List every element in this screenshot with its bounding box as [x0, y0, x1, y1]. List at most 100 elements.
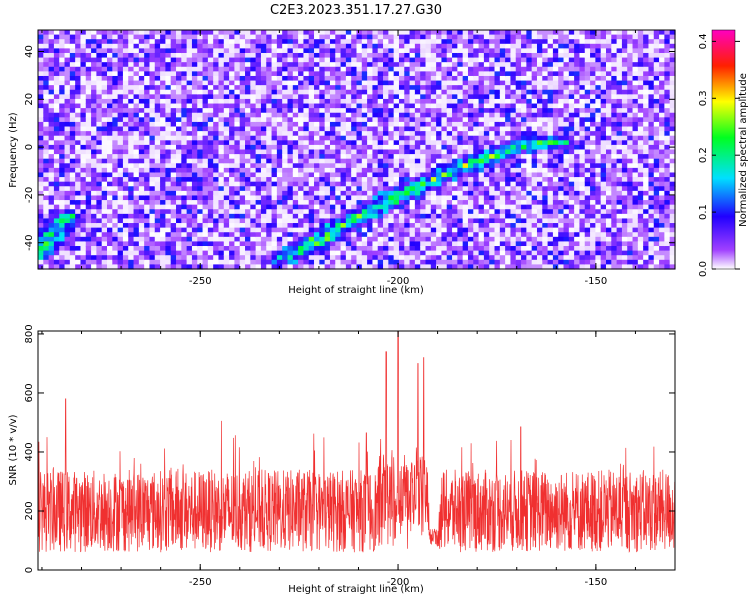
spectrogram-cell — [329, 66, 336, 72]
spectrogram-cell — [473, 167, 480, 174]
spectrogram-cell — [292, 103, 299, 109]
spectrogram-cell — [255, 186, 262, 192]
spectrogram-cell — [388, 204, 395, 210]
spectrogram-cell — [473, 121, 480, 128]
spectrogram-cell — [340, 140, 347, 146]
spectrogram-cell — [361, 190, 368, 197]
spectrogram-cell — [303, 117, 310, 123]
spectrogram-cell — [59, 98, 66, 105]
spectrogram-cell — [181, 250, 188, 256]
spectrogram-cell — [510, 250, 517, 256]
spectrogram-cell — [483, 30, 490, 36]
spectrogram-cell — [483, 172, 490, 178]
spectrogram-cell — [393, 108, 400, 114]
spectrogram-cell — [489, 195, 496, 201]
spectrogram-cell — [457, 89, 464, 95]
spectrogram-cell — [53, 259, 60, 266]
spectrogram-cell — [388, 117, 395, 123]
spectrogram-cell — [483, 259, 490, 266]
spectrogram-cell — [80, 223, 87, 229]
spectrogram-cell — [335, 190, 342, 197]
spectrogram-cell — [515, 232, 522, 238]
spectrogram-cell — [536, 154, 543, 160]
spectrogram-cell — [271, 255, 278, 261]
spectrogram-cell — [430, 264, 437, 270]
spectrogram-cell — [324, 121, 331, 128]
spectrogram-cell — [499, 89, 506, 95]
spectrogram-cell — [250, 177, 257, 183]
spectrogram-cell — [345, 117, 352, 123]
spectrogram-cell — [494, 52, 501, 59]
spectrogram-cell — [515, 57, 522, 63]
spectrogram-cell — [372, 62, 379, 68]
spectrogram-cell — [351, 255, 358, 261]
spectrogram-cell — [478, 43, 485, 49]
spectrogram-cell — [59, 213, 66, 220]
spectrogram-cell — [91, 66, 97, 72]
spectrogram-cell — [308, 149, 315, 155]
spectrogram-cell — [229, 39, 236, 45]
spectrogram-cell — [526, 98, 533, 105]
spectrogram-cell — [345, 186, 352, 192]
spectrogram-cell — [303, 236, 310, 243]
spectrogram-cell — [510, 190, 517, 197]
spectrogram-cell — [536, 89, 543, 95]
spectrogram-cell — [117, 117, 124, 123]
spectrogram-cell — [446, 112, 453, 118]
spectrogram-cell — [377, 200, 384, 206]
spectrogram-cell — [462, 227, 469, 233]
spectrogram-cell — [186, 158, 193, 164]
spectrogram-cell — [292, 71, 299, 77]
spectrogram-cell — [457, 149, 464, 155]
spectrogram-cell — [351, 259, 358, 266]
spectrogram-cell — [542, 149, 549, 155]
spectrogram-cell — [64, 181, 71, 187]
spectrogram-cell — [176, 200, 182, 206]
spectrogram-cell — [515, 246, 522, 252]
spectrogram-cell — [388, 52, 395, 59]
spectrogram-cell — [186, 112, 193, 118]
spectrogram-cell — [59, 204, 66, 210]
spectrogram-cell — [181, 241, 188, 247]
spectrogram-cell — [234, 39, 241, 45]
spectrogram-cell — [43, 223, 50, 229]
spectrogram-cell — [467, 48, 474, 54]
spectrogram-cell — [462, 259, 469, 266]
spectrogram-cell — [287, 232, 294, 238]
spectrogram-cell — [75, 30, 82, 36]
spectrogram-cell — [462, 181, 469, 187]
spectrogram-cell — [542, 250, 549, 256]
spectrogram-cell — [80, 117, 87, 123]
spectrogram-cell — [414, 98, 421, 105]
spectrogram-cell — [335, 103, 342, 109]
spectrogram-cell — [420, 126, 427, 132]
spectrogram-cell — [133, 255, 140, 261]
spectrogram-cell — [510, 200, 517, 206]
spectrogram-cell — [266, 126, 273, 132]
spectrogram-cell — [441, 48, 448, 54]
spectrogram-cell — [489, 94, 496, 100]
spectrogram-cell — [425, 186, 432, 192]
spectrogram-cell — [112, 204, 119, 210]
spectrogram-cell — [144, 126, 151, 132]
spectrogram-cell — [170, 66, 177, 72]
spectrogram-cell — [494, 181, 501, 187]
spectrogram-cell — [271, 163, 278, 169]
spectrogram-cell — [85, 186, 92, 192]
spectrogram-cell — [138, 223, 145, 229]
spectrogram-cell — [531, 172, 538, 178]
spectrogram-cell — [170, 154, 177, 160]
spectrogram-cell — [430, 39, 437, 45]
spectrogram-cell — [372, 108, 379, 114]
spectrogram-cell — [154, 163, 161, 169]
spectrogram-cell — [197, 144, 204, 151]
spectrogram-cell — [91, 80, 97, 86]
spectrogram-cell — [122, 195, 129, 201]
spectrogram-cell — [367, 121, 374, 128]
spectrogram-cell — [276, 85, 283, 91]
spectrogram-cell — [202, 98, 209, 105]
spectrogram-cell — [245, 255, 251, 261]
spectrogram-cell — [255, 223, 262, 229]
spectrogram-cell — [356, 149, 363, 155]
spectrogram-cell — [154, 140, 161, 146]
